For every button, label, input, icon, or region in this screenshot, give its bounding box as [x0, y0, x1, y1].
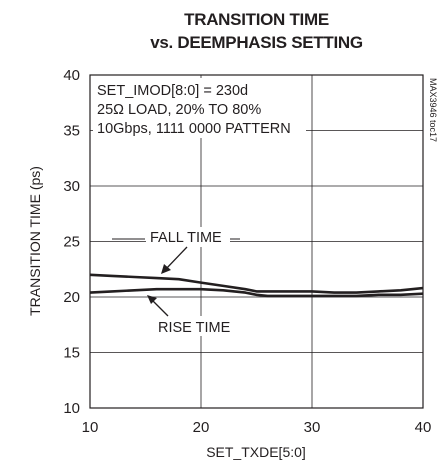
x-tick-label: 20 — [193, 419, 210, 436]
x-axis-label: SET_TXDE[5:0] — [206, 444, 306, 460]
conditions-box — [93, 78, 306, 138]
series-line-rise-time — [89, 287, 424, 298]
fall-label-bg — [146, 227, 230, 247]
y-tick-label: 10 — [63, 400, 80, 417]
y-tick-label: 25 — [63, 234, 80, 251]
x-tick-label: 40 — [415, 419, 432, 436]
y-tick-label: 15 — [63, 345, 80, 362]
y-tick-label: 30 — [63, 178, 80, 195]
condition-line-1: SET_IMOD[8:0] = 230d — [97, 83, 248, 99]
x-tick-label: 10 — [82, 419, 99, 436]
condition-line-3: 10Gbps, 1111 0000 PATTERN — [97, 121, 291, 137]
y-axis-label: TRANSITION TIME (ps) — [27, 166, 43, 316]
y-tick-label: 20 — [63, 289, 80, 306]
tick-labels: 10 20 30 40 10 15 20 25 30 35 40 — [63, 67, 431, 436]
fall-arrow-shaft — [164, 246, 188, 271]
chart-title-line-1: TRANSITION TIME — [184, 10, 329, 29]
y-tick-label: 35 — [63, 123, 80, 140]
y-tick-label: 40 — [63, 67, 80, 84]
chart-title-line-2: vs. DEEMPHASIS SETTING — [150, 33, 363, 52]
rise-label-bg — [154, 316, 236, 336]
fall-arrow-head — [161, 264, 171, 274]
series-label-rise-time: RISE TIME — [158, 320, 231, 336]
rise-arrow-shaft — [150, 298, 169, 317]
x-tick-label: 30 — [304, 419, 321, 436]
rise-arrow-head — [147, 295, 157, 304]
condition-line-2: 25Ω LOAD, 20% TO 80% — [97, 102, 261, 118]
series-label-fall-time: FALL TIME — [150, 230, 222, 246]
plot-frame — [89, 74, 424, 409]
series-layer — [89, 273, 424, 298]
series-line-fall-time — [89, 273, 424, 294]
figure-code: MAX3946 toc17 — [428, 78, 437, 142]
